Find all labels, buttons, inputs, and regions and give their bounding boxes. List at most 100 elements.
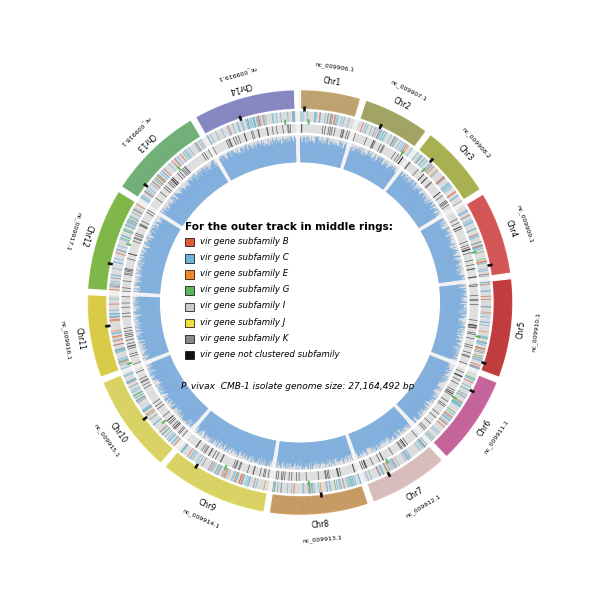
Polygon shape [217, 422, 227, 439]
Polygon shape [397, 187, 410, 201]
Polygon shape [352, 433, 361, 454]
Polygon shape [199, 411, 212, 428]
Polygon shape [265, 146, 269, 166]
Polygon shape [380, 169, 394, 188]
Polygon shape [431, 244, 455, 253]
Polygon shape [176, 391, 191, 404]
Polygon shape [220, 159, 232, 180]
Polygon shape [422, 221, 445, 235]
Polygon shape [232, 430, 242, 452]
Text: Chr8: Chr8 [311, 520, 330, 530]
Polygon shape [136, 319, 161, 322]
Polygon shape [345, 147, 353, 170]
Polygon shape [135, 326, 162, 332]
Polygon shape [107, 262, 113, 266]
Polygon shape [287, 137, 290, 163]
Polygon shape [138, 325, 162, 329]
Polygon shape [182, 401, 200, 419]
Polygon shape [433, 250, 455, 258]
Polygon shape [182, 399, 199, 414]
Polygon shape [229, 152, 241, 176]
Polygon shape [146, 250, 167, 258]
Polygon shape [178, 397, 197, 415]
Polygon shape [160, 211, 183, 226]
Polygon shape [142, 260, 165, 266]
Polygon shape [179, 399, 199, 417]
Text: vir gene subfamily G: vir gene subfamily G [200, 286, 289, 294]
Polygon shape [439, 285, 460, 288]
Polygon shape [154, 237, 172, 246]
Text: nc_009916.1: nc_009916.1 [59, 321, 71, 361]
Polygon shape [209, 419, 223, 439]
Polygon shape [240, 433, 248, 452]
Polygon shape [173, 194, 194, 211]
Polygon shape [316, 442, 320, 468]
Polygon shape [218, 136, 296, 180]
Polygon shape [253, 149, 259, 169]
Polygon shape [143, 183, 149, 188]
Polygon shape [436, 338, 458, 344]
Polygon shape [315, 138, 318, 163]
Polygon shape [242, 433, 250, 451]
Polygon shape [237, 432, 247, 454]
Polygon shape [139, 287, 161, 290]
Polygon shape [159, 228, 176, 237]
Polygon shape [440, 289, 462, 292]
Polygon shape [251, 436, 258, 455]
Polygon shape [152, 229, 175, 240]
Polygon shape [397, 404, 412, 420]
Polygon shape [338, 437, 344, 458]
Polygon shape [162, 372, 179, 382]
Polygon shape [303, 106, 306, 111]
Polygon shape [436, 266, 455, 270]
Polygon shape [285, 140, 287, 163]
Polygon shape [416, 380, 434, 392]
Polygon shape [371, 165, 382, 182]
Polygon shape [227, 153, 239, 177]
Polygon shape [374, 166, 386, 184]
Polygon shape [196, 175, 212, 194]
Polygon shape [423, 223, 446, 235]
Polygon shape [394, 183, 409, 199]
Polygon shape [370, 159, 383, 182]
Polygon shape [352, 433, 359, 451]
Polygon shape [396, 181, 415, 201]
Polygon shape [155, 222, 178, 235]
Polygon shape [272, 440, 276, 461]
Polygon shape [398, 186, 416, 203]
Polygon shape [268, 440, 274, 465]
Polygon shape [197, 412, 213, 432]
Polygon shape [333, 439, 339, 463]
Polygon shape [422, 223, 441, 234]
Polygon shape [412, 201, 433, 218]
Polygon shape [166, 208, 186, 222]
Polygon shape [392, 408, 409, 428]
Polygon shape [256, 437, 263, 462]
Polygon shape [389, 410, 405, 428]
Polygon shape [291, 137, 293, 163]
Polygon shape [146, 241, 170, 251]
Polygon shape [431, 351, 451, 358]
Polygon shape [438, 328, 457, 332]
Polygon shape [192, 176, 209, 196]
Polygon shape [248, 435, 255, 455]
Polygon shape [216, 424, 230, 447]
Polygon shape [487, 263, 493, 267]
Polygon shape [142, 253, 166, 261]
Polygon shape [365, 426, 376, 445]
Polygon shape [229, 429, 239, 449]
Polygon shape [306, 136, 308, 163]
Polygon shape [439, 318, 458, 321]
Polygon shape [164, 384, 186, 400]
Polygon shape [344, 436, 353, 460]
Polygon shape [317, 442, 321, 466]
Polygon shape [145, 339, 165, 345]
Polygon shape [364, 427, 373, 445]
Polygon shape [440, 310, 459, 312]
Polygon shape [424, 228, 441, 238]
Polygon shape [142, 350, 168, 359]
Polygon shape [308, 442, 310, 462]
Polygon shape [326, 142, 331, 165]
Polygon shape [139, 333, 163, 339]
Polygon shape [440, 299, 463, 300]
